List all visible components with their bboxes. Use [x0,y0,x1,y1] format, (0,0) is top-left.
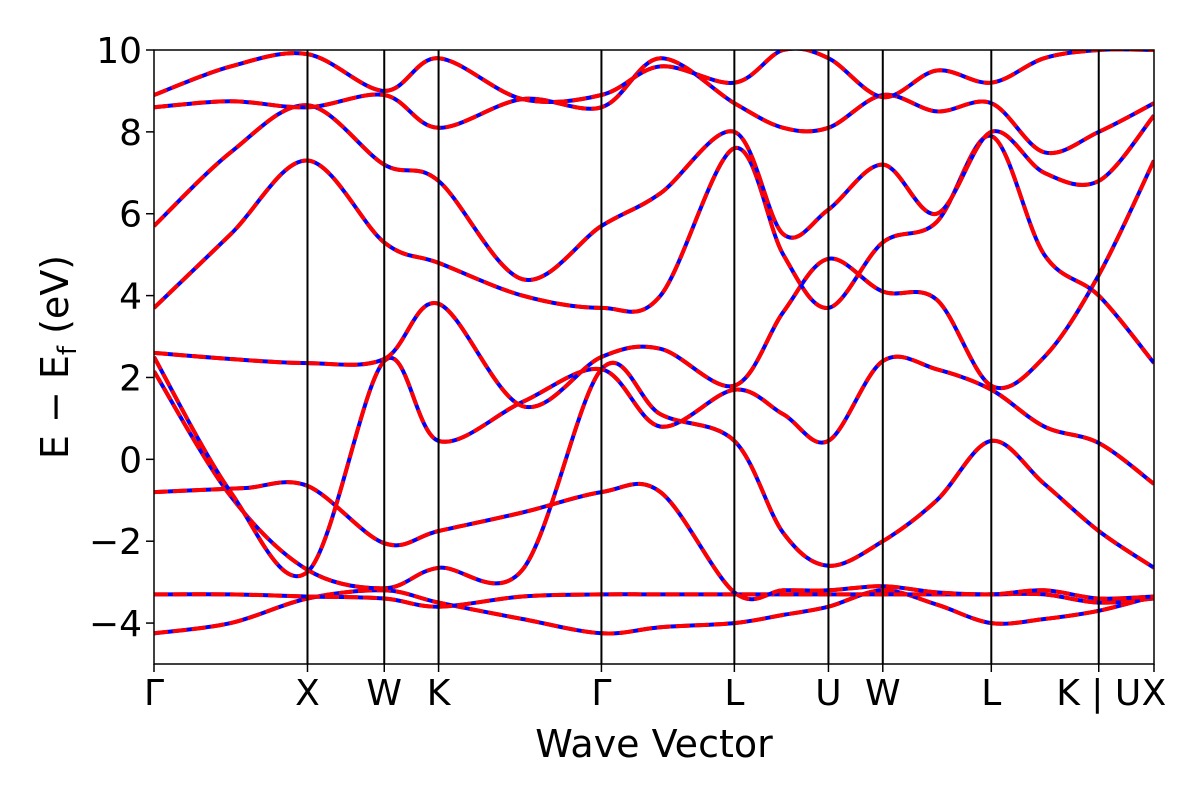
x-tick-label: L [724,673,744,714]
x-tick-label: L [981,673,1001,714]
kpoint-divider-lines [306,50,1100,664]
bands-layer [154,50,1154,636]
band-1-line-b [154,588,1154,636]
band-7-line-a [154,133,1154,365]
y-tick-label: 10 [96,31,142,72]
y-tick-label: 2 [119,358,142,399]
band-8-line-a [154,103,1154,282]
x-tick-label: K [427,673,452,714]
y-axis-label-suffix: (eV) [33,255,77,346]
y-axis-label-prefix: E − E [33,355,77,459]
x-tick-label: K | U [1056,673,1141,714]
x-tick-label: X [295,673,320,714]
band-3-line-a [154,480,1154,602]
x-tick-label: Γ [144,673,164,714]
x-tick-label: X [1142,673,1167,714]
x-tick-label: W [865,673,901,714]
y-tick-label: 8 [119,113,142,154]
band-10-line-b [154,50,1154,105]
x-tick-label: U [815,673,841,714]
x-axis-label: Wave Vector [535,722,773,766]
band-7-line-b [154,133,1154,365]
y-tick-label: −4 [89,604,142,645]
y-axis-ticks: −4 −2 0 2 4 6 8 10 [89,31,154,645]
band-8-line-b [154,103,1154,282]
band-9-line-a [154,56,1154,156]
y-tick-label: 4 [119,277,142,318]
band-3-line-b [154,480,1154,602]
plot-frame [153,49,1155,665]
y-tick-label: 6 [119,195,142,236]
y-tick-label: 0 [119,440,142,481]
y-tick-label: −2 [89,522,142,563]
band-10-line-a [154,50,1154,105]
x-tick-label: W [366,673,402,714]
y-axis-label: E − Ef (eV) [33,255,83,459]
y-axis-label-subscript: f [53,345,83,355]
x-tick-label: Γ [591,673,611,714]
band-9-line-b [154,56,1154,156]
